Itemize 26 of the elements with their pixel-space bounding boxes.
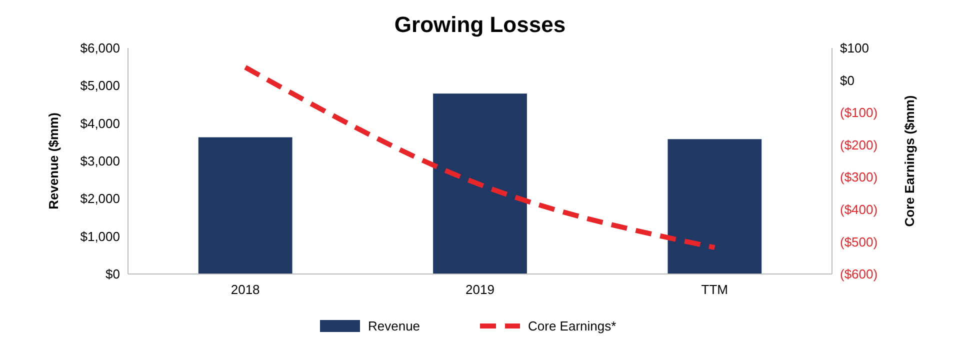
y2-tick-label: ($600) <box>840 266 878 282</box>
bar <box>668 139 762 274</box>
y2-tick-label: ($400) <box>840 202 878 217</box>
y2-tick-label: ($300) <box>840 170 878 185</box>
y2-tick-label: $0 <box>840 72 854 88</box>
y-tick-label: $6,000 <box>80 40 120 56</box>
y-axis-title: Revenue ($mm) <box>46 112 61 210</box>
y-tick-label: $3,000 <box>80 154 120 169</box>
y2-tick-label: $100 <box>840 40 869 56</box>
legend-label: Revenue <box>368 318 420 334</box>
x-tick-label: 2019 <box>466 282 494 297</box>
y2-tick-label: ($500) <box>840 234 878 250</box>
bar <box>198 137 292 274</box>
x-tick-label: TTM <box>701 282 728 297</box>
y2-tick-label: ($200) <box>840 137 878 152</box>
y-tick-label: $0 <box>106 266 120 282</box>
legend-label: Core Earnings* <box>528 318 616 334</box>
x-tick-label: 2018 <box>230 282 260 297</box>
y2-tick-label: ($100) <box>840 105 878 120</box>
y-tick-label: $1,000 <box>80 228 120 244</box>
chart-title: Growing Losses <box>394 12 566 37</box>
y-tick-label: $4,000 <box>80 116 120 131</box>
y-tick-label: $5,000 <box>80 78 120 94</box>
y2-axis-title: Core Earnings ($mm) <box>902 95 917 227</box>
y-tick-label: $2,000 <box>80 191 120 206</box>
bar <box>433 94 527 274</box>
